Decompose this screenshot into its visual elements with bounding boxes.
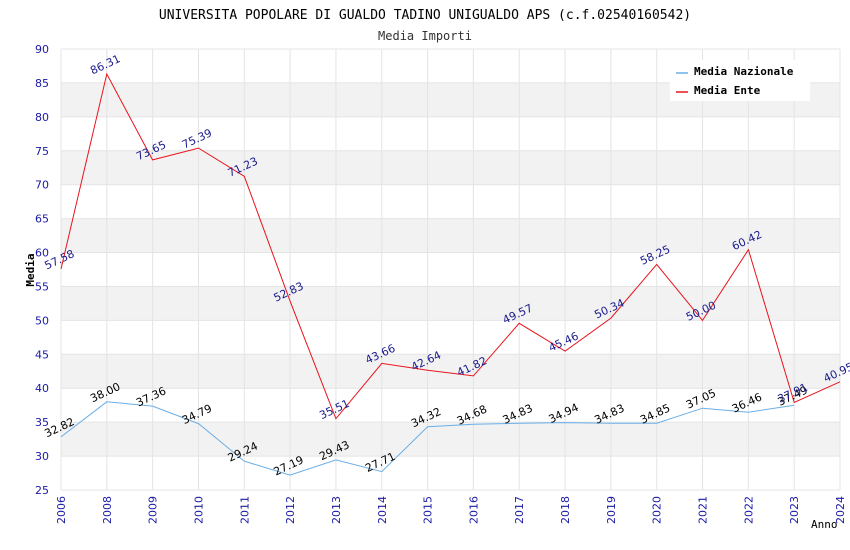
x-tick-label: 2019 bbox=[605, 496, 618, 524]
plot-band bbox=[61, 320, 840, 355]
x-tick-label: 2006 bbox=[55, 496, 68, 524]
y-tick-label: 90 bbox=[35, 43, 49, 56]
series-line-media-nazionale bbox=[60, 401, 795, 476]
x-tick-label: 2024 bbox=[834, 496, 847, 524]
plot-band bbox=[61, 456, 840, 490]
plot-band bbox=[61, 150, 840, 185]
y-tick-label: 40 bbox=[35, 382, 49, 395]
x-tick-label: 2020 bbox=[651, 496, 664, 524]
x-tick-label: 2016 bbox=[467, 496, 480, 524]
x-tick-label: 2023 bbox=[788, 496, 801, 524]
y-tick-label: 60 bbox=[35, 247, 49, 260]
plot-band bbox=[61, 388, 840, 423]
legend-label-media-ente: Media Ente bbox=[694, 84, 761, 97]
plot-band bbox=[61, 116, 840, 151]
legend-box bbox=[670, 60, 810, 101]
y-tick-label: 35 bbox=[35, 416, 49, 429]
plot-band bbox=[61, 184, 840, 219]
x-tick-label: 2014 bbox=[376, 496, 389, 524]
y-tick-label: 30 bbox=[35, 450, 49, 463]
chart-subtitle: Media Importi bbox=[378, 29, 472, 43]
plot-band bbox=[61, 422, 840, 457]
x-axis-label: Anno bbox=[811, 518, 838, 531]
x-tick-label: 2011 bbox=[238, 496, 251, 524]
y-tick-label: 45 bbox=[35, 348, 49, 361]
plot-band bbox=[61, 354, 840, 389]
y-axis-ticks: 25 30 35 40 45 50 55 60 65 70 75 80 85 90 bbox=[35, 43, 49, 497]
y-tick-label: 25 bbox=[35, 484, 49, 497]
x-tick-label: 2012 bbox=[284, 496, 297, 524]
plot-band bbox=[61, 252, 840, 287]
x-tick-label: 2013 bbox=[330, 496, 343, 524]
gridlines bbox=[60, 48, 841, 491]
y-tick-label: 80 bbox=[35, 111, 49, 124]
legend-label-media-nazionale: Media Nazionale bbox=[694, 65, 794, 78]
y-tick-label: 65 bbox=[35, 213, 49, 226]
x-tick-label: 2008 bbox=[101, 496, 114, 524]
series-lines bbox=[60, 72, 841, 476]
x-tick-label: 2009 bbox=[147, 496, 160, 524]
x-tick-label: 2015 bbox=[422, 496, 435, 524]
x-tick-label: 2017 bbox=[513, 496, 526, 524]
plot-background bbox=[61, 49, 840, 490]
x-axis-ticks: 2006 2008 2009 2010 2011 2012 2013 2014 2015 2016… bbox=[55, 496, 847, 524]
y-tick-label: 50 bbox=[35, 314, 49, 327]
y-tick-label: 70 bbox=[35, 179, 49, 192]
y-tick-label: 85 bbox=[35, 77, 49, 90]
plot-band bbox=[61, 218, 840, 253]
y-axis-label: Media bbox=[24, 253, 37, 286]
y-tick-label: 55 bbox=[35, 280, 49, 293]
x-tick-label: 2018 bbox=[559, 496, 572, 524]
plot-band bbox=[61, 286, 840, 321]
chart-title: UNIVERSITA POPOLARE DI GUALDO TADINO UNI… bbox=[159, 8, 691, 23]
legend: Media Nazionale Media Ente bbox=[670, 60, 810, 101]
series-line-media-ente bbox=[60, 72, 841, 420]
x-tick-label: 2022 bbox=[742, 496, 755, 524]
x-tick-label: 2010 bbox=[192, 496, 205, 524]
y-tick-label: 75 bbox=[35, 145, 49, 158]
x-tick-label: 2021 bbox=[697, 496, 710, 524]
